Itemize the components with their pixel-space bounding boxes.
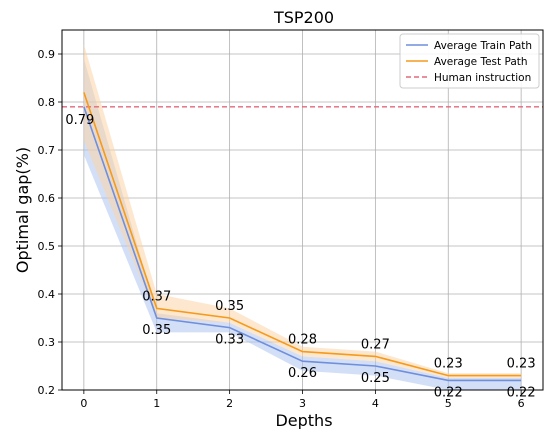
legend-box — [399, 33, 540, 89]
chart-title: TSP200 — [273, 8, 334, 27]
legend-item-human-label: Human instruction — [434, 72, 531, 84]
y-tick-label: 0.6 — [38, 192, 56, 205]
train-data-label: 0.25 — [361, 371, 390, 386]
legend-item-train-label: Average Train Path — [434, 40, 532, 52]
y-tick-label: 0.7 — [38, 144, 56, 157]
train-data-label: 0.26 — [288, 366, 317, 381]
test-data-label: 0.35 — [215, 299, 244, 314]
y-tick-label: 0.5 — [38, 240, 56, 253]
x-tick-label: 0 — [80, 397, 87, 410]
x-tick-label: 5 — [445, 397, 452, 410]
x-tick-label: 3 — [299, 397, 306, 410]
x-tick-label: 6 — [518, 397, 525, 410]
test-data-label: 0.28 — [288, 333, 317, 348]
legend: Average Train Path Average Test Path Human… — [399, 33, 540, 89]
x-tick-label: 1 — [153, 397, 160, 410]
test-data-label: 0.27 — [361, 337, 390, 352]
train-data-label: 0.33 — [215, 333, 244, 348]
x-axis-label: Depths — [275, 411, 332, 429]
x-tick-label: 2 — [226, 397, 233, 410]
x-tick-label: 4 — [372, 397, 379, 410]
y-tick-label: 0.8 — [38, 96, 56, 109]
train-data-label: 0.35 — [142, 323, 171, 338]
test-data-label: 0.23 — [507, 357, 536, 372]
test-data-label: 0.23 — [434, 357, 463, 372]
y-axis-label: Optimal gap(%) — [13, 147, 32, 273]
train-data-label: 0.79 — [65, 113, 94, 128]
train-path-line — [83, 106, 522, 382]
data-labels: 0.790.350.330.26 0.250.22 0.220.370.350.28… — [65, 113, 535, 401]
y-tick-label: 0.9 — [38, 48, 56, 61]
legend-item-test-label: Average Test Path — [434, 56, 528, 68]
test-path-line — [83, 92, 522, 377]
y-tick-label: 0.3 — [38, 336, 56, 349]
series-lines — [83, 92, 522, 382]
test-data-label: 0.37 — [142, 289, 171, 304]
y-tick-label: 0.4 — [38, 288, 56, 301]
y-tick-label: 0.2 — [38, 384, 56, 397]
axis-ticks: 0 1 2 3 4 5 6 0.2 0.3 0.4 0.5 0.6 0.7 0.8 0.9 — [38, 48, 525, 410]
